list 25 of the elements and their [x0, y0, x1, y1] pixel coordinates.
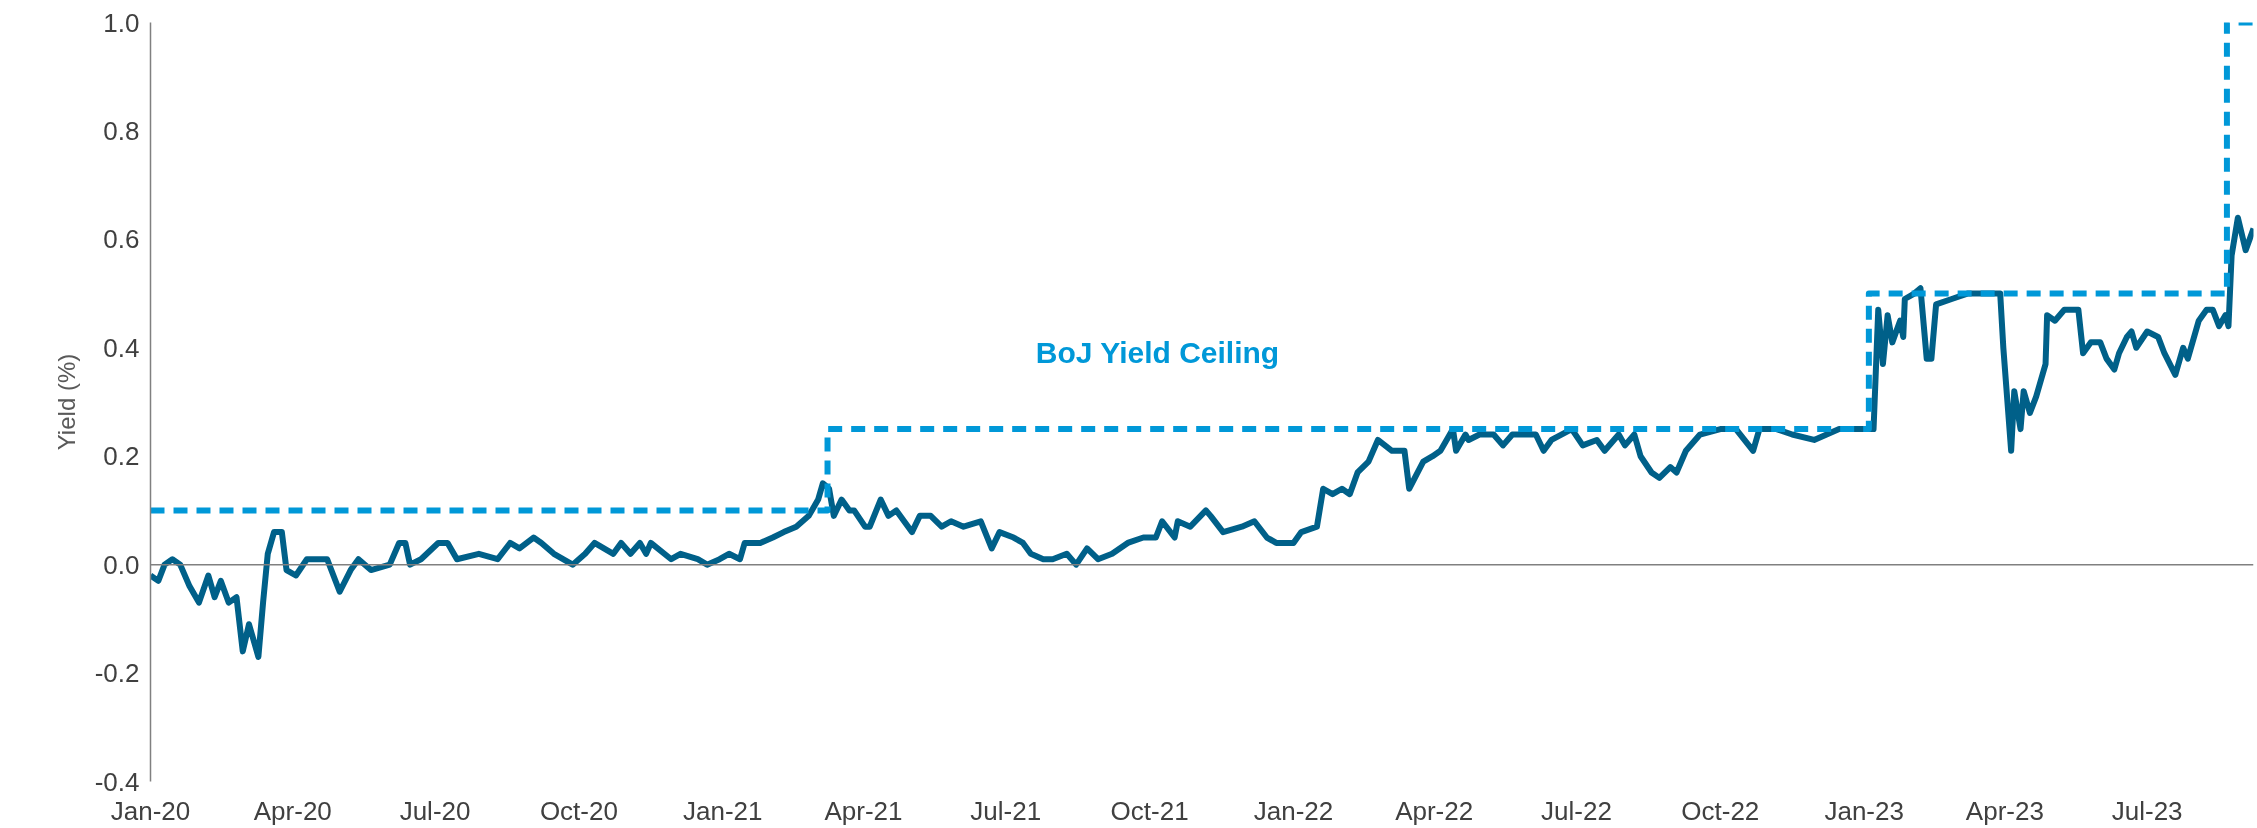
x-tick-label: Jul-20 — [399, 795, 471, 826]
x-tick-label: Jul-23 — [2111, 795, 2183, 826]
y-tick-label: 0.4 — [103, 332, 140, 363]
series-label: BoJ Yield Ceiling — [1035, 336, 1280, 370]
x-tick-label: Jan-23 — [1824, 795, 1904, 826]
y-tick-label: 0.8 — [103, 115, 140, 146]
y-tick-label: -0.4 — [94, 766, 140, 797]
x-tick-label: Jan-20 — [110, 795, 191, 826]
x-tick-label: Oct-20 — [539, 795, 618, 826]
x-tick-label: Oct-22 — [1681, 795, 1760, 826]
y-tick-label: 0.6 — [103, 224, 140, 255]
x-tick-label: Apr-22 — [1395, 795, 1474, 826]
x-tick-label: Jan-21 — [683, 795, 763, 826]
x-tick-label: Apr-21 — [824, 795, 903, 826]
x-tick-label: Apr-20 — [253, 795, 332, 826]
x-tick-label: Apr-23 — [1965, 795, 2044, 826]
y-tick-label: 0.2 — [103, 441, 140, 472]
x-tick-label: Oct-21 — [1110, 795, 1189, 826]
x-tick-label: Jul-21 — [970, 795, 1042, 826]
y-tick-label: 0.0 — [103, 549, 140, 580]
y-tick-label: 1.0 — [103, 7, 140, 38]
y-axis-title: Yield (%) — [52, 353, 80, 451]
y-tick-label: -0.2 — [94, 658, 140, 689]
x-tick-label: Jan-22 — [1253, 795, 1334, 826]
x-tick-label: Jul-22 — [1541, 795, 1612, 826]
